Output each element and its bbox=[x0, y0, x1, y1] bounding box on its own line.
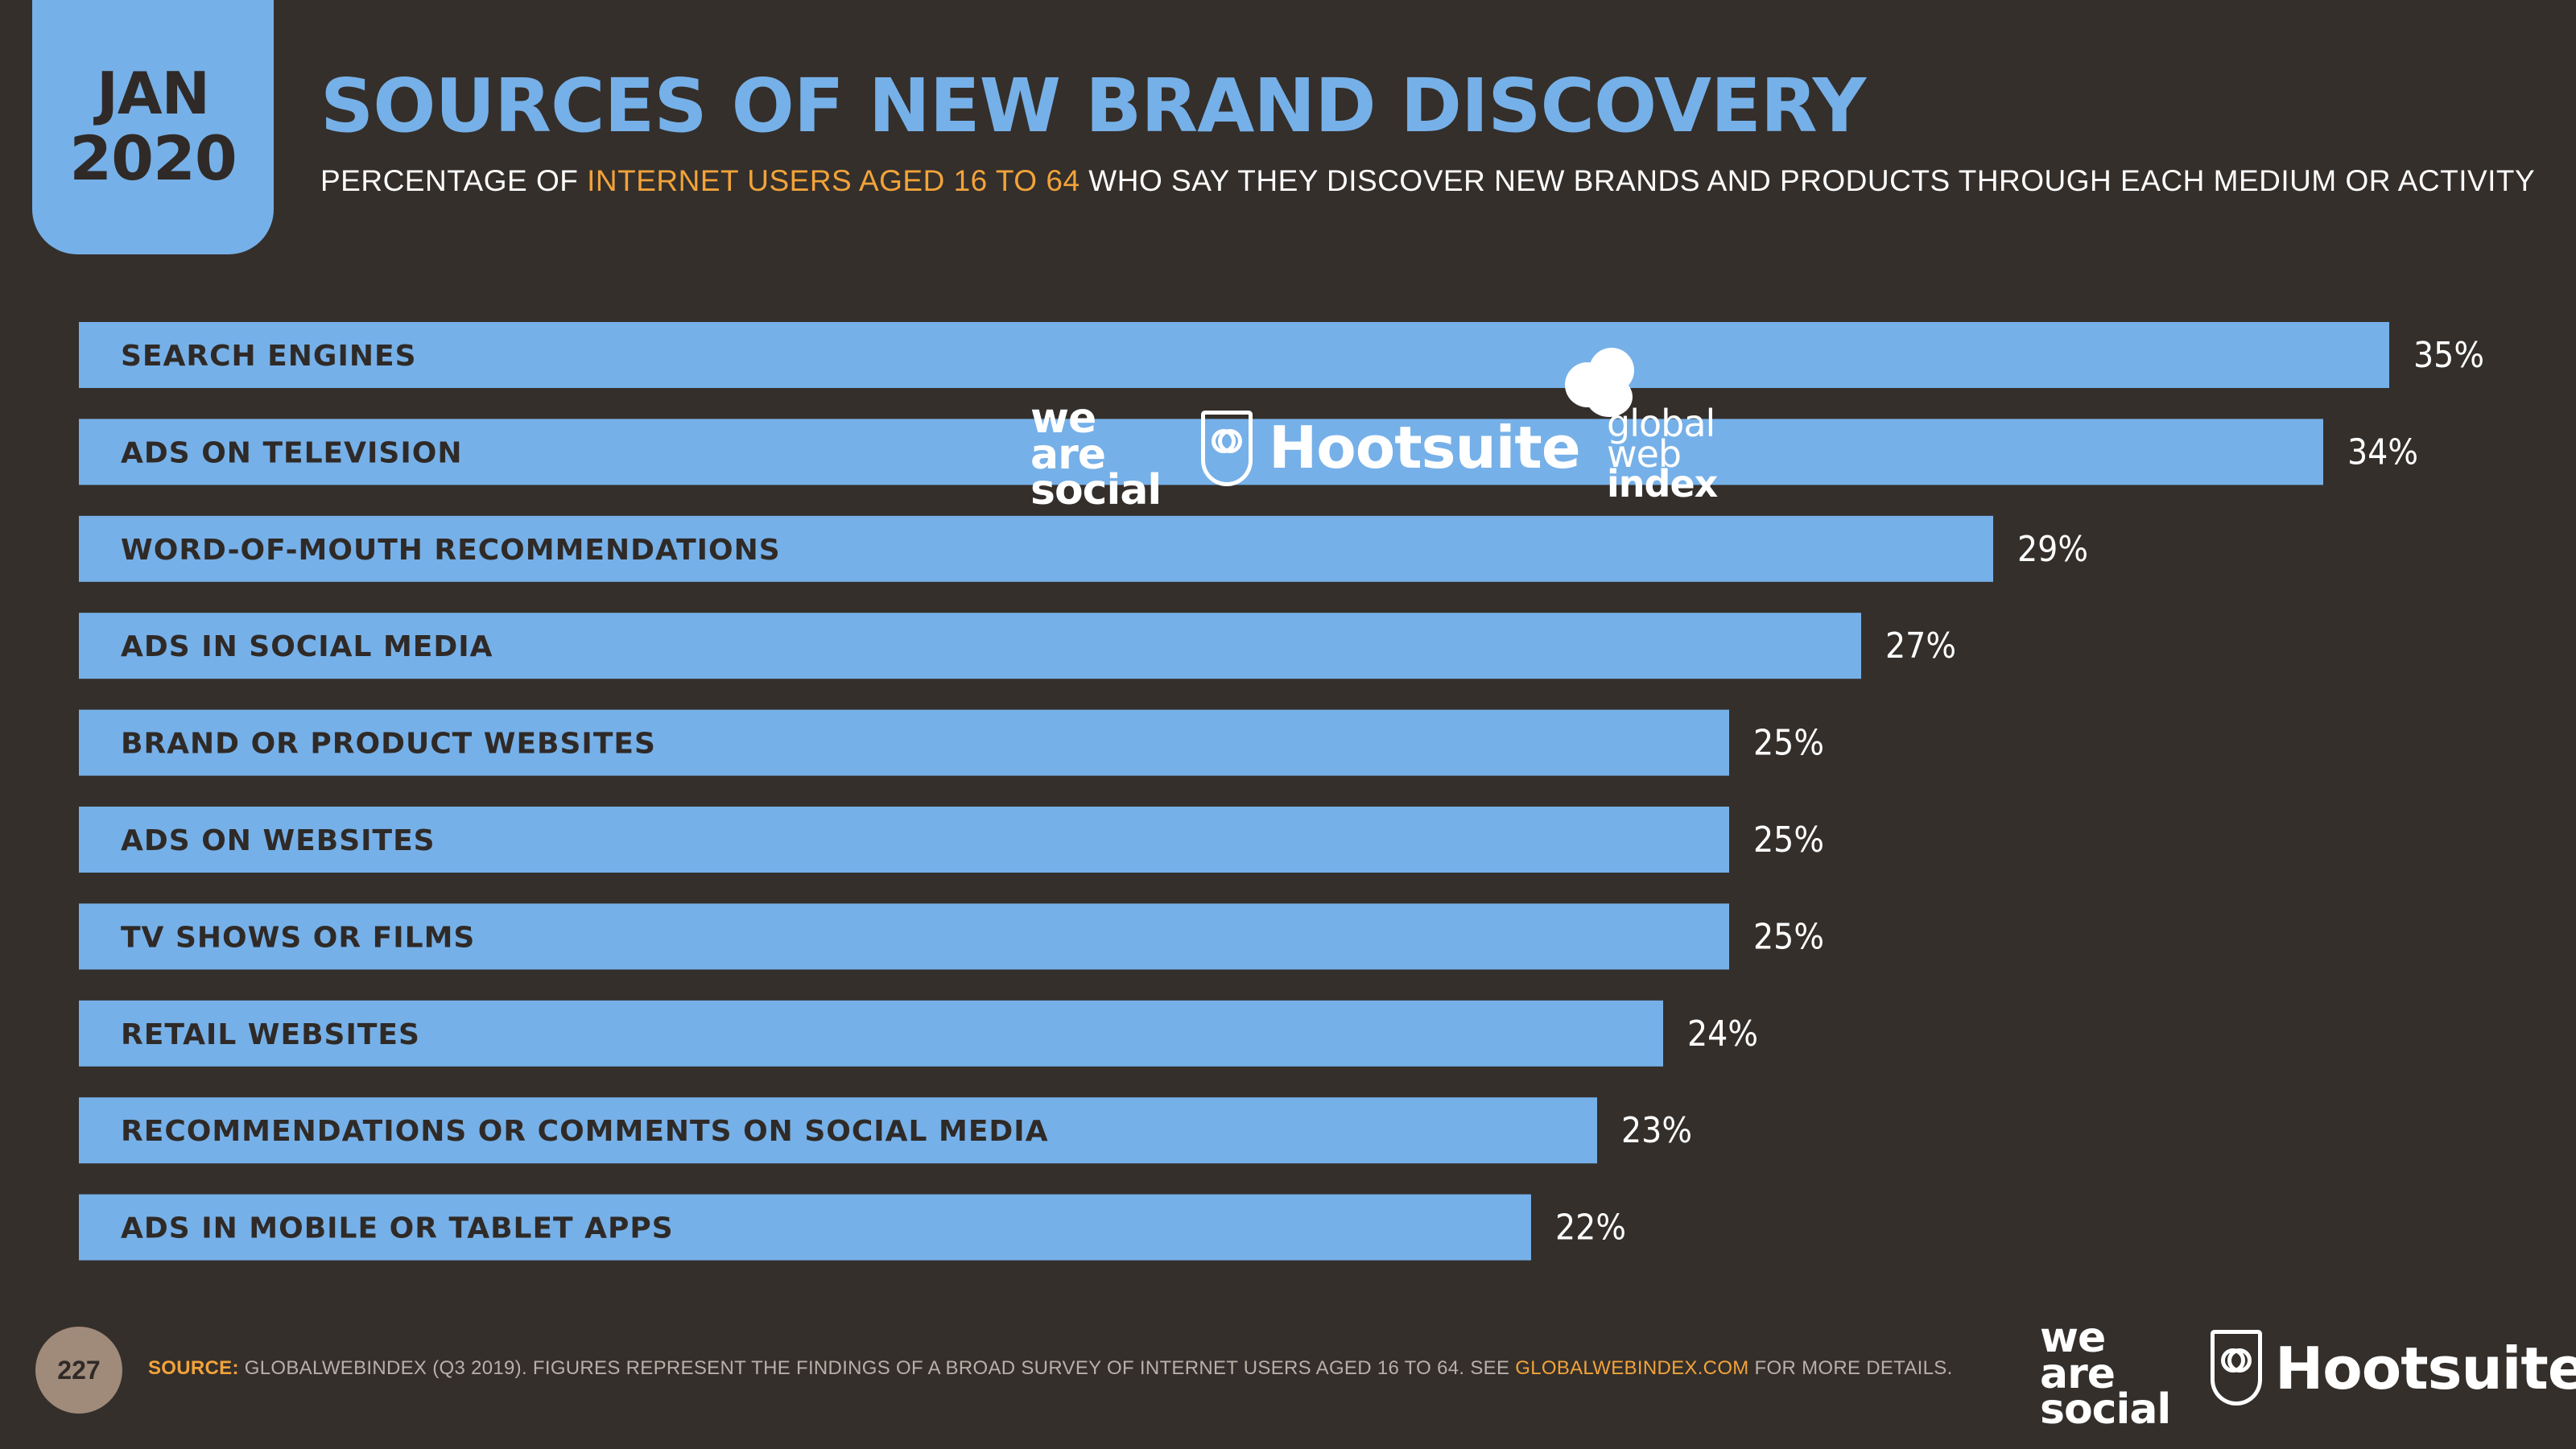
globalwebindex-watermark-logo: global web index bbox=[1607, 402, 1718, 506]
date-month: JAN bbox=[97, 60, 210, 128]
bar-value-label: 27% bbox=[1885, 625, 1956, 667]
gwi-line-3: index bbox=[1607, 462, 1718, 506]
bar-category-label: SEARCH ENGINES bbox=[121, 340, 417, 373]
cloud-icon bbox=[1565, 348, 1637, 420]
bar-category-label: RECOMMENDATIONS OR COMMENTS ON SOCIAL ME… bbox=[121, 1115, 1049, 1148]
source-note: SOURCE: GLOBALWEBINDEX (Q3 2019). FIGURE… bbox=[148, 1357, 1953, 1380]
bar bbox=[79, 807, 1729, 873]
bar bbox=[79, 1194, 1531, 1261]
bar-value-label: 24% bbox=[1687, 1013, 1758, 1055]
gwi-line-2: web bbox=[1607, 431, 1682, 476]
was-line-1: we bbox=[1030, 394, 1096, 443]
bar-value-label: 25% bbox=[1753, 723, 1824, 764]
bar-category-label: ADS ON WEBSITES bbox=[121, 824, 436, 857]
bar-value-label: 23% bbox=[1621, 1110, 1692, 1151]
source-text: GLOBALWEBINDEX (Q3 2019). FIGURES REPRES… bbox=[238, 1357, 1516, 1379]
subtitle-pre: PERCENTAGE OF bbox=[320, 164, 588, 197]
date-year: 2020 bbox=[69, 122, 237, 194]
footer-was-line-3: social bbox=[2040, 1385, 2171, 1435]
bar-category-label: WORD-OF-MOUTH RECOMMENDATIONS bbox=[121, 534, 781, 567]
bar bbox=[79, 515, 1993, 582]
gwi-line-1: global bbox=[1607, 402, 1715, 445]
footer-was-line-2: are bbox=[2040, 1349, 2116, 1398]
bar bbox=[79, 322, 2389, 388]
bar bbox=[79, 1097, 1597, 1164]
source-lead: SOURCE: bbox=[148, 1357, 239, 1379]
footer-was-line-1: we bbox=[2040, 1314, 2106, 1362]
subtitle-post: WHO SAY THEY DISCOVER NEW BRANDS AND PRO… bbox=[1080, 164, 2536, 197]
page-subtitle: PERCENTAGE OF INTERNET USERS AGED 16 TO … bbox=[320, 164, 2535, 198]
owl-icon bbox=[1201, 411, 1253, 486]
footer-owl-icon bbox=[2211, 1330, 2262, 1406]
source-tail: FOR MORE DETAILS. bbox=[1748, 1357, 1953, 1379]
page-title: SOURCES OF NEW BRAND DISCOVERY bbox=[320, 63, 1866, 149]
date-badge: JAN 2020 bbox=[32, 0, 274, 254]
bar-value-label: 25% bbox=[1753, 916, 1824, 957]
bar-category-label: TV SHOWS OR FILMS bbox=[121, 921, 475, 954]
bar bbox=[79, 1000, 1663, 1067]
bar bbox=[79, 903, 1729, 970]
we-are-social-watermark-logo: we are social bbox=[1030, 394, 1162, 515]
bar bbox=[79, 709, 1729, 776]
subtitle-highlight: INTERNET USERS AGED 16 TO 64 bbox=[587, 164, 1080, 197]
bar-value-label: 25% bbox=[1753, 819, 1824, 861]
bar-value-label: 34% bbox=[2347, 431, 2418, 473]
page-number: 227 bbox=[35, 1327, 122, 1414]
bar bbox=[79, 613, 1861, 679]
bar-value-label: 35% bbox=[2413, 335, 2484, 376]
we-are-social-footer-logo: we are social bbox=[2040, 1314, 2171, 1435]
bar-value-label: 22% bbox=[1555, 1208, 1626, 1249]
bar-category-label: BRAND OR PRODUCT WEBSITES bbox=[121, 728, 656, 761]
bar-category-label: ADS ON TELEVISION bbox=[121, 436, 462, 469]
source-link[interactable]: GLOBALWEBINDEX.COM bbox=[1515, 1357, 1749, 1379]
hootsuite-footer-logo: Hootsuite bbox=[2275, 1335, 2576, 1402]
bar-value-label: 29% bbox=[2017, 529, 2088, 570]
was-line-3: social bbox=[1030, 466, 1162, 515]
bar-category-label: ADS IN SOCIAL MEDIA bbox=[121, 630, 493, 663]
bar-category-label: ADS IN MOBILE OR TABLET APPS bbox=[121, 1212, 674, 1245]
hootsuite-watermark-logo: Hootsuite bbox=[1269, 414, 1581, 481]
bar-category-label: RETAIL WEBSITES bbox=[121, 1018, 420, 1051]
was-line-2: are bbox=[1030, 430, 1106, 479]
